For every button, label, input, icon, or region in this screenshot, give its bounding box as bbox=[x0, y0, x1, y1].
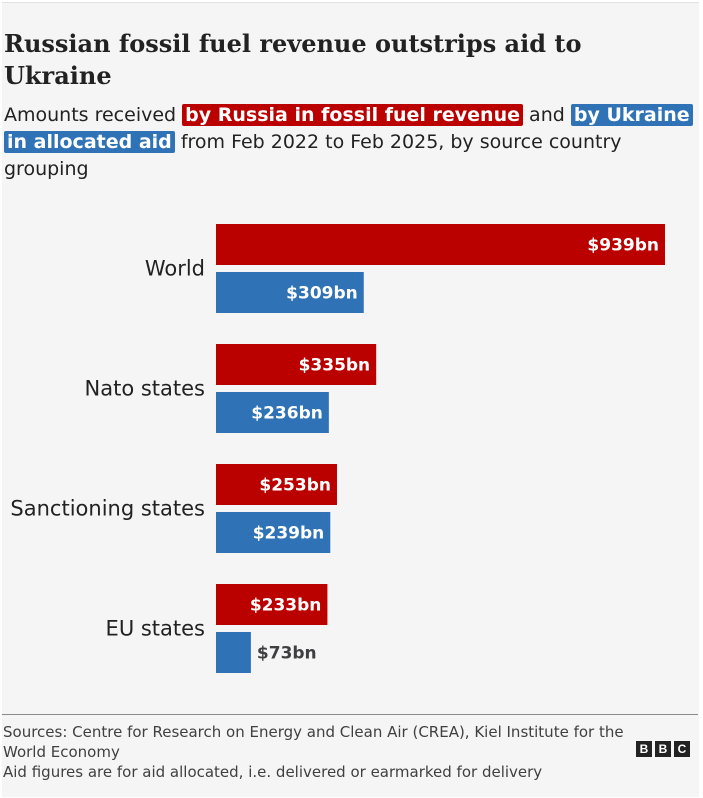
sources-text: Sources: Centre for Research on Energy a… bbox=[3, 723, 624, 761]
chart-title: Russian fossil fuel revenue outstrips ai… bbox=[4, 29, 582, 90]
bar-value-label: $939bn bbox=[587, 236, 659, 256]
bbc-logo-letter: C bbox=[674, 741, 690, 757]
category-label: EU states bbox=[106, 617, 205, 641]
subtitle-prefix: Amounts received bbox=[4, 104, 177, 126]
bar-ukraine-aid bbox=[216, 512, 331, 553]
bar-ukraine-aid bbox=[216, 632, 251, 673]
bar-ukraine-aid bbox=[216, 272, 364, 313]
category-label: Nato states bbox=[85, 377, 205, 401]
bar-value-label: $233bn bbox=[250, 596, 322, 616]
category-label: Sanctioning states bbox=[10, 497, 205, 521]
bar-ukraine-aid bbox=[216, 392, 329, 433]
chart-subtitle: Amounts received by Russia in fossil fue… bbox=[4, 102, 698, 183]
category-label: World bbox=[145, 257, 205, 281]
bbc-logo: B B C bbox=[636, 741, 690, 757]
footnote-text: Aid figures are for aid allocated, i.e. … bbox=[3, 763, 543, 781]
bar-russia-revenue bbox=[216, 224, 665, 265]
bbc-logo-letter: B bbox=[636, 741, 652, 757]
bar-value-label: $253bn bbox=[259, 476, 331, 496]
footer-divider bbox=[2, 714, 698, 715]
bar-russia-revenue bbox=[216, 344, 377, 385]
subtitle-connector: and bbox=[529, 104, 565, 126]
bar-value-label: $309bn bbox=[286, 284, 358, 304]
bar-value-label: $73bn bbox=[257, 644, 317, 664]
subtitle-suffix: from Feb 2022 to Feb 2025, by source cou… bbox=[4, 131, 622, 180]
bar-value-label: $335bn bbox=[299, 356, 371, 376]
bar-russia-revenue bbox=[216, 464, 337, 505]
bar-chart: World $939bn $309bn Nato states $335bn $236bn… bbox=[10, 224, 665, 673]
bbc-logo-letter: B bbox=[655, 741, 671, 757]
bar-value-label: $239bn bbox=[253, 524, 325, 544]
bar-russia-revenue bbox=[216, 584, 328, 625]
legend-russia-highlight: by Russia in fossil fuel revenue bbox=[182, 104, 523, 126]
bar-value-label: $236bn bbox=[251, 404, 323, 424]
